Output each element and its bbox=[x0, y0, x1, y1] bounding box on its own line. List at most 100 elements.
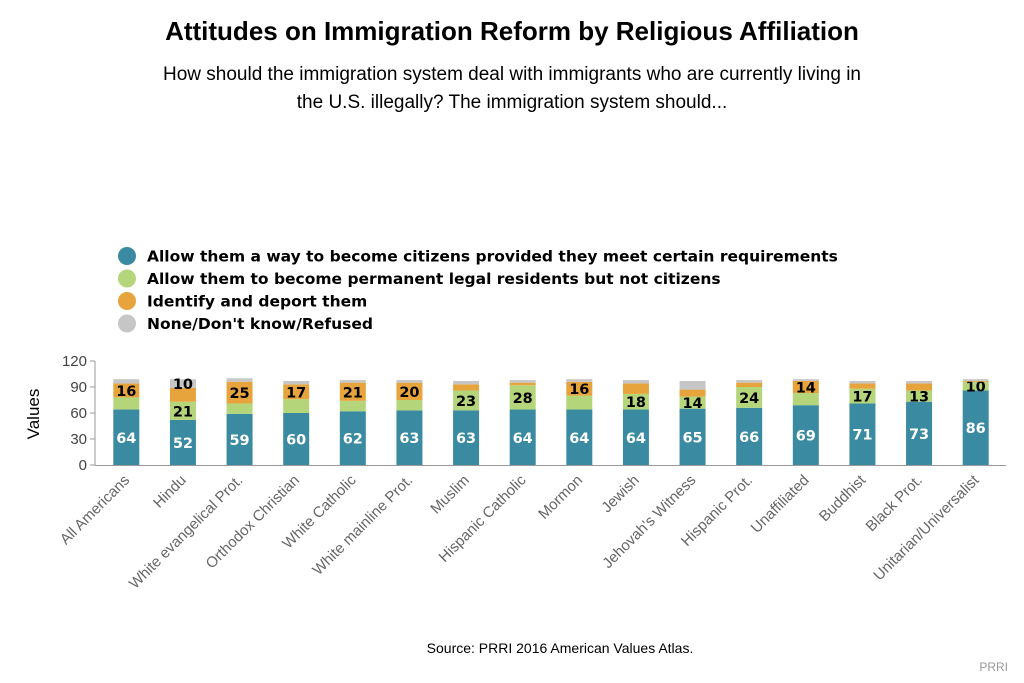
bar-segment-s3 bbox=[453, 380, 480, 385]
bar-stack-3: 60 17 bbox=[283, 380, 310, 465]
bar-stack-8: 64 16 bbox=[566, 379, 593, 465]
x-category-label: Jehovah's Witness bbox=[599, 472, 699, 572]
bar-segment-s0 bbox=[566, 409, 593, 465]
bar-segment-s2 bbox=[113, 383, 140, 398]
x-category-label: All Americans bbox=[57, 472, 133, 548]
data-label-s2: 17 bbox=[286, 385, 306, 401]
bar-segment-s3 bbox=[113, 379, 140, 384]
bar-segment-s3 bbox=[622, 380, 649, 384]
legend-label-3: None/Don't know/Refused bbox=[147, 315, 373, 333]
y-tick-label: 120 bbox=[62, 353, 87, 370]
data-label-s0: 59 bbox=[229, 433, 249, 449]
bar-segment-s0 bbox=[396, 410, 423, 465]
bar-segment-s3 bbox=[339, 380, 366, 383]
x-category-label: White mainline Prot. bbox=[309, 472, 416, 579]
bar-segment-s3 bbox=[962, 379, 989, 381]
bar-segment-s2 bbox=[339, 382, 366, 401]
bar-segment-s0 bbox=[962, 390, 989, 465]
bar-segment-s0 bbox=[226, 413, 253, 465]
bar-segment-s3 bbox=[283, 380, 310, 385]
data-label-s2: 14 bbox=[796, 381, 816, 397]
data-label-s1: 17 bbox=[852, 390, 872, 406]
bar-stack-6: 63 23 bbox=[453, 380, 480, 465]
data-label-s0: 64 bbox=[569, 431, 589, 447]
data-label-s0: 52 bbox=[173, 436, 193, 452]
bar-segment-s2 bbox=[906, 383, 933, 391]
x-category-label: Jewish bbox=[598, 472, 642, 516]
bar-segment-s0 bbox=[622, 409, 649, 465]
bar-stack-4: 62 21 bbox=[339, 380, 366, 465]
bar-segment-s1 bbox=[169, 401, 196, 420]
data-label-s0: 73 bbox=[909, 427, 929, 443]
bar-segment-s2 bbox=[566, 381, 593, 396]
x-category-label: Unitarian/Universalist bbox=[870, 471, 983, 584]
data-label-s0: 64 bbox=[116, 431, 136, 447]
chart-subtitle-line-1: How should the immigration system deal w… bbox=[163, 64, 861, 85]
x-category-label: Hindu bbox=[150, 472, 190, 512]
x-category-label: White evangelical Prot. bbox=[126, 472, 246, 592]
bar-stack-15: 86 10 bbox=[962, 379, 989, 465]
bar-segment-s3 bbox=[792, 379, 819, 381]
bar-segment-s1 bbox=[113, 397, 140, 410]
y-tick-label: 0 bbox=[79, 457, 87, 474]
legend-label-1: Allow them to become permanent legal res… bbox=[147, 270, 721, 288]
data-label-s1: 10 bbox=[966, 380, 986, 396]
bar-stack-0: 64 16 bbox=[113, 379, 140, 465]
data-label-s0: 69 bbox=[796, 429, 816, 445]
bar-segment-s3 bbox=[849, 380, 876, 384]
bar-segment-s0 bbox=[453, 410, 480, 465]
data-label-s0: 64 bbox=[513, 431, 533, 447]
bar-segment-s2 bbox=[736, 382, 763, 387]
bar-segment-s3 bbox=[566, 379, 593, 382]
bar-stack-2: 59 25 bbox=[226, 378, 253, 465]
y-tick-label: 90 bbox=[70, 379, 87, 396]
bar-segment-s1 bbox=[906, 390, 933, 402]
bar-segment-s1 bbox=[396, 400, 423, 411]
bar-segment-s0 bbox=[906, 401, 933, 465]
x-category-label: Muslim bbox=[427, 472, 473, 518]
data-label-s1: 28 bbox=[513, 391, 533, 407]
bar-segment-s2 bbox=[849, 383, 876, 389]
data-label-s0: 60 bbox=[286, 433, 306, 449]
legend-label-2: Identify and deport them bbox=[147, 293, 367, 311]
bar-segment-s1 bbox=[679, 396, 706, 409]
legend: Allow them a way to become citizens prov… bbox=[118, 247, 838, 333]
bar-stack-10: 65 14 bbox=[679, 380, 706, 465]
bar-segment-s1 bbox=[283, 399, 310, 413]
bar-stack-9: 64 18 bbox=[622, 380, 649, 465]
bar-segment-s3 bbox=[679, 380, 706, 390]
x-category-label: Buddhist bbox=[816, 471, 870, 525]
bar-segment-s2 bbox=[679, 389, 706, 397]
data-label-s0: 64 bbox=[626, 431, 646, 447]
bar-segment-s2 bbox=[509, 382, 536, 386]
data-label-s1: 24 bbox=[739, 391, 759, 407]
bar-segment-s3 bbox=[509, 380, 536, 383]
bar-segment-s2 bbox=[396, 382, 423, 400]
legend-marker-0 bbox=[118, 247, 136, 265]
x-category-label: Unaffiliated bbox=[748, 472, 813, 537]
bar-segment-s2 bbox=[962, 380, 989, 382]
bar-segment-s0 bbox=[113, 409, 140, 465]
data-label-s0: 63 bbox=[399, 431, 419, 447]
bar-segment-s1 bbox=[566, 395, 593, 410]
bar-segment-s0 bbox=[736, 407, 763, 465]
bar-segment-s1 bbox=[792, 393, 819, 406]
bar-segment-s1 bbox=[849, 388, 876, 404]
bar-segment-s1 bbox=[509, 385, 536, 410]
chart-title: Attitudes on Immigration Reform by Relig… bbox=[165, 16, 859, 46]
bar-stack-14: 73 13 bbox=[906, 380, 933, 465]
data-label-s0: 66 bbox=[739, 430, 759, 446]
bar-segment-s1 bbox=[736, 387, 763, 408]
data-label-s0: 65 bbox=[682, 430, 702, 446]
data-label-s3: 10 bbox=[173, 377, 193, 393]
bar-segment-s1 bbox=[453, 390, 480, 411]
bar-stack-5: 63 20 bbox=[396, 380, 423, 465]
data-label-s2: 16 bbox=[569, 382, 589, 398]
data-label-s0: 86 bbox=[966, 421, 986, 437]
credit-label: PRRI bbox=[979, 660, 1008, 674]
bar-stack-1: 52 21 10 bbox=[169, 377, 196, 465]
bar-segment-s0 bbox=[339, 411, 366, 465]
bars: 6416522110592560176221632063236428641664… bbox=[113, 377, 989, 465]
data-label-s2: 25 bbox=[229, 386, 249, 402]
